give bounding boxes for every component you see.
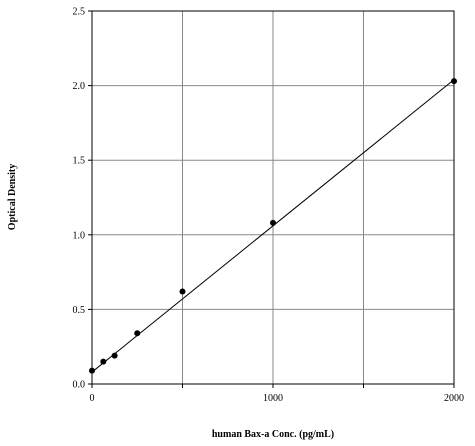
y-axis-label: Optical Density [7, 164, 18, 230]
data-point [270, 219, 276, 226]
y-tick-label: 2.0 [73, 81, 86, 92]
x-tick-label: 1000 [263, 393, 283, 404]
x-axis-label: human Bax-a Conc. (pg/mL) [212, 429, 334, 440]
data-point [100, 358, 107, 365]
y-tick-label: 0.5 [73, 305, 86, 316]
data-point [451, 78, 457, 85]
data-point [179, 288, 186, 295]
x-tick-label: 0 [90, 393, 95, 404]
data-point [134, 330, 141, 337]
plot-frame [91, 10, 455, 385]
y-tick-label: 0.0 [73, 380, 86, 391]
y-tick-label: 1.0 [73, 230, 86, 241]
data-point [89, 367, 95, 374]
y-tick-label: 2.5 [73, 7, 86, 18]
y-tick-label: 1.5 [73, 156, 86, 167]
x-tick-label: 2000 [444, 393, 464, 404]
data-point [111, 352, 118, 359]
